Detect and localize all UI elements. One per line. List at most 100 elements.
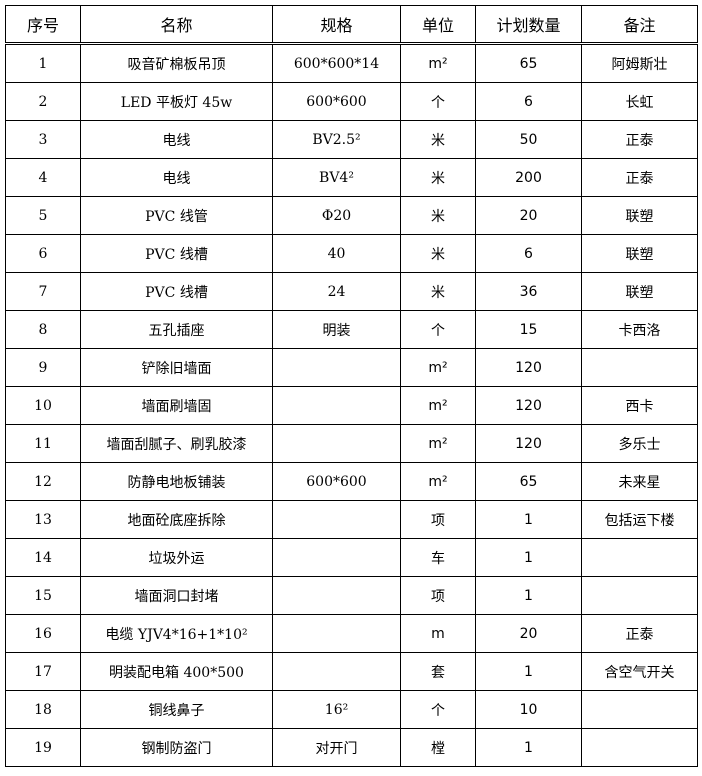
cell-quantity: 200: [475, 158, 582, 197]
cell-remark: 联塑: [581, 234, 698, 273]
cell-unit: m²: [400, 462, 476, 501]
cell-name: 五孔插座: [80, 310, 273, 349]
cell-unit: 套: [400, 652, 476, 691]
cell-unit: 米: [400, 272, 476, 311]
cell-name: 电线: [80, 158, 273, 197]
cell-spec: 对开门: [272, 728, 401, 767]
cell-index: 10: [5, 386, 81, 425]
cell-unit: 米: [400, 234, 476, 273]
header-row: 序号 名称 规格 单位 计划数量 备注: [5, 5, 698, 44]
table-row: 15 墙面洞口封堵 项 1: [5, 576, 698, 615]
cell-name: 垃圾外运: [80, 538, 273, 577]
cell-spec: [272, 652, 401, 691]
cell-spec: 600*600: [272, 462, 401, 501]
cell-spec: 600*600: [272, 82, 401, 121]
header-spec: 规格: [272, 5, 401, 44]
cell-remark: 卡西洛: [581, 310, 698, 349]
header-remark: 备注: [581, 5, 698, 44]
cell-quantity: 120: [475, 424, 582, 463]
table-row: 4 电线 BV4² 米 200 正泰: [5, 158, 698, 197]
table-row: 2 LED 平板灯 45w 600*600 个 6 长虹: [5, 82, 698, 121]
cell-unit: 米: [400, 158, 476, 197]
table-row: 18 铜线鼻子 16² 个 10: [5, 690, 698, 729]
table-row: 8 五孔插座 明装个 15 卡西洛: [5, 310, 698, 349]
header-index: 序号: [5, 5, 81, 44]
cell-index: 4: [5, 158, 81, 197]
cell-name: 吸音矿棉板吊顶: [80, 43, 273, 83]
cell-index: 9: [5, 348, 81, 387]
cell-spec: BV4²: [272, 158, 401, 197]
cell-unit: 米: [400, 196, 476, 235]
cell-index: 16: [5, 614, 81, 653]
cell-spec: 600*600*14: [272, 43, 401, 83]
cell-index: 19: [5, 728, 81, 767]
cell-unit: 个: [400, 82, 476, 121]
cell-index: 1: [5, 43, 81, 83]
cell-spec: 16²: [272, 690, 401, 729]
header-name: 名称: [80, 5, 273, 44]
cell-index: 14: [5, 538, 81, 577]
cell-quantity: 1: [475, 538, 582, 577]
cell-name: PVC 线槽: [80, 272, 273, 311]
table-row: 7 PVC 线槽 24 米 36 联塑: [5, 272, 698, 311]
cell-spec: [272, 386, 401, 425]
header-unit: 单位: [400, 5, 476, 44]
cell-index: 15: [5, 576, 81, 615]
cell-unit: 米: [400, 120, 476, 159]
cell-spec: [272, 424, 401, 463]
cell-name: 铲除旧墙面: [80, 348, 273, 387]
cell-quantity: 1: [475, 500, 582, 539]
cell-name: 地面砼底座拆除: [80, 500, 273, 539]
cell-quantity: 20: [475, 614, 582, 653]
cell-name: 钢制防盗门: [80, 728, 273, 767]
table-row: 10 墙面刷墙固 m² 120 西卡: [5, 386, 698, 425]
cell-unit: 项: [400, 500, 476, 539]
cell-name: 防静电地板铺装: [80, 462, 273, 501]
cell-quantity: 20: [475, 196, 582, 235]
cell-remark: 联塑: [581, 272, 698, 311]
cell-remark: 多乐士: [581, 424, 698, 463]
cell-index: 17: [5, 652, 81, 691]
cell-name: PVC 线管: [80, 196, 273, 235]
cell-name: 墙面洞口封堵: [80, 576, 273, 615]
cell-remark: 阿姆斯壮: [581, 43, 698, 83]
cell-index: 8: [5, 310, 81, 349]
cell-unit: 个: [400, 310, 476, 349]
cell-name: LED 平板灯 45w: [80, 82, 273, 121]
cell-remark: 正泰: [581, 158, 698, 197]
table-row: 13 地面砼底座拆除 项 1 包括运下楼: [5, 500, 698, 539]
cell-remark: 联塑: [581, 196, 698, 235]
cell-remark: [581, 348, 698, 387]
cell-name: 电线: [80, 120, 273, 159]
cell-remark: 包括运下楼: [581, 500, 698, 539]
cell-remark: [581, 538, 698, 577]
cell-remark: [581, 728, 698, 767]
cell-index: 12: [5, 462, 81, 501]
table-row: 17 明装配电箱 400*500 套 1 含空气开关: [5, 652, 698, 691]
cell-unit: m: [400, 614, 476, 653]
cell-unit: m²: [400, 386, 476, 425]
cell-index: 11: [5, 424, 81, 463]
cell-remark: 正泰: [581, 614, 698, 653]
cell-name: 铜线鼻子: [80, 690, 273, 729]
table-row: 9 铲除旧墙面 m² 120: [5, 348, 698, 387]
cell-name: PVC 线槽: [80, 234, 273, 273]
cell-quantity: 50: [475, 120, 582, 159]
materials-table: 序号 名称 规格 单位 计划数量 备注 1 吸音矿棉板吊顶 600*600*14 m² 65 阿姆斯…: [5, 5, 698, 767]
table-row: 16 电缆 YJV4*16+1*10² m 20 正泰: [5, 614, 698, 653]
cell-quantity: 10: [475, 690, 582, 729]
cell-index: 18: [5, 690, 81, 729]
cell-index: 6: [5, 234, 81, 273]
cell-quantity: 1: [475, 576, 582, 615]
cell-name: 墙面刷墙固: [80, 386, 273, 425]
cell-remark: 西卡: [581, 386, 698, 425]
cell-quantity: 1: [475, 652, 582, 691]
cell-quantity: 6: [475, 82, 582, 121]
cell-unit: 项: [400, 576, 476, 615]
cell-index: 13: [5, 500, 81, 539]
cell-unit: 个: [400, 690, 476, 729]
cell-spec: Φ20: [272, 196, 401, 235]
cell-remark: 含空气开关: [581, 652, 698, 691]
cell-quantity: 120: [475, 348, 582, 387]
cell-spec: 明装: [272, 310, 401, 349]
